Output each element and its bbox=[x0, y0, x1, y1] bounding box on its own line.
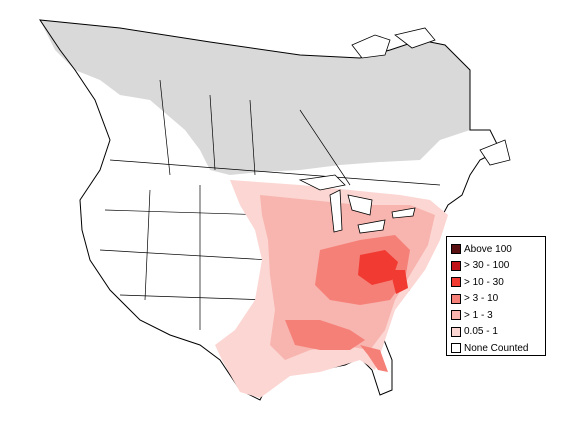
legend-item: > 10 - 30 bbox=[451, 274, 542, 291]
legend-swatch bbox=[451, 326, 461, 337]
legend-label: Above 100 bbox=[464, 243, 512, 255]
legend-label: None Counted bbox=[464, 342, 529, 354]
legend-swatch bbox=[451, 343, 461, 354]
legend-item: > 30 - 100 bbox=[451, 258, 542, 275]
legend-label: > 30 - 100 bbox=[464, 260, 510, 272]
legend-swatch bbox=[451, 244, 461, 255]
land-outline bbox=[38, 19, 501, 401]
legend-swatch bbox=[451, 260, 461, 271]
legend: Above 100 > 30 - 100 > 10 - 30 > 3 - 10 … bbox=[446, 236, 546, 356]
legend-label: > 10 - 30 bbox=[464, 276, 504, 288]
legend-swatch bbox=[451, 310, 461, 321]
legend-swatch bbox=[451, 293, 461, 304]
legend-item: 0.05 - 1 bbox=[451, 324, 542, 341]
legend-item: Above 100 bbox=[451, 241, 542, 258]
no-data-region bbox=[40, 20, 470, 175]
legend-label: > 1 - 3 bbox=[464, 309, 493, 321]
legend-item: > 3 - 10 bbox=[451, 291, 542, 308]
legend-label: > 3 - 10 bbox=[464, 293, 499, 305]
arctic-islands bbox=[351, 27, 511, 166]
great-lakes bbox=[298, 174, 416, 234]
density-shading bbox=[215, 180, 448, 398]
legend-item: > 1 - 3 bbox=[451, 307, 542, 324]
legend-swatch bbox=[451, 277, 461, 288]
legend-label: 0.05 - 1 bbox=[464, 326, 498, 338]
legend-item: None Counted bbox=[451, 340, 542, 357]
